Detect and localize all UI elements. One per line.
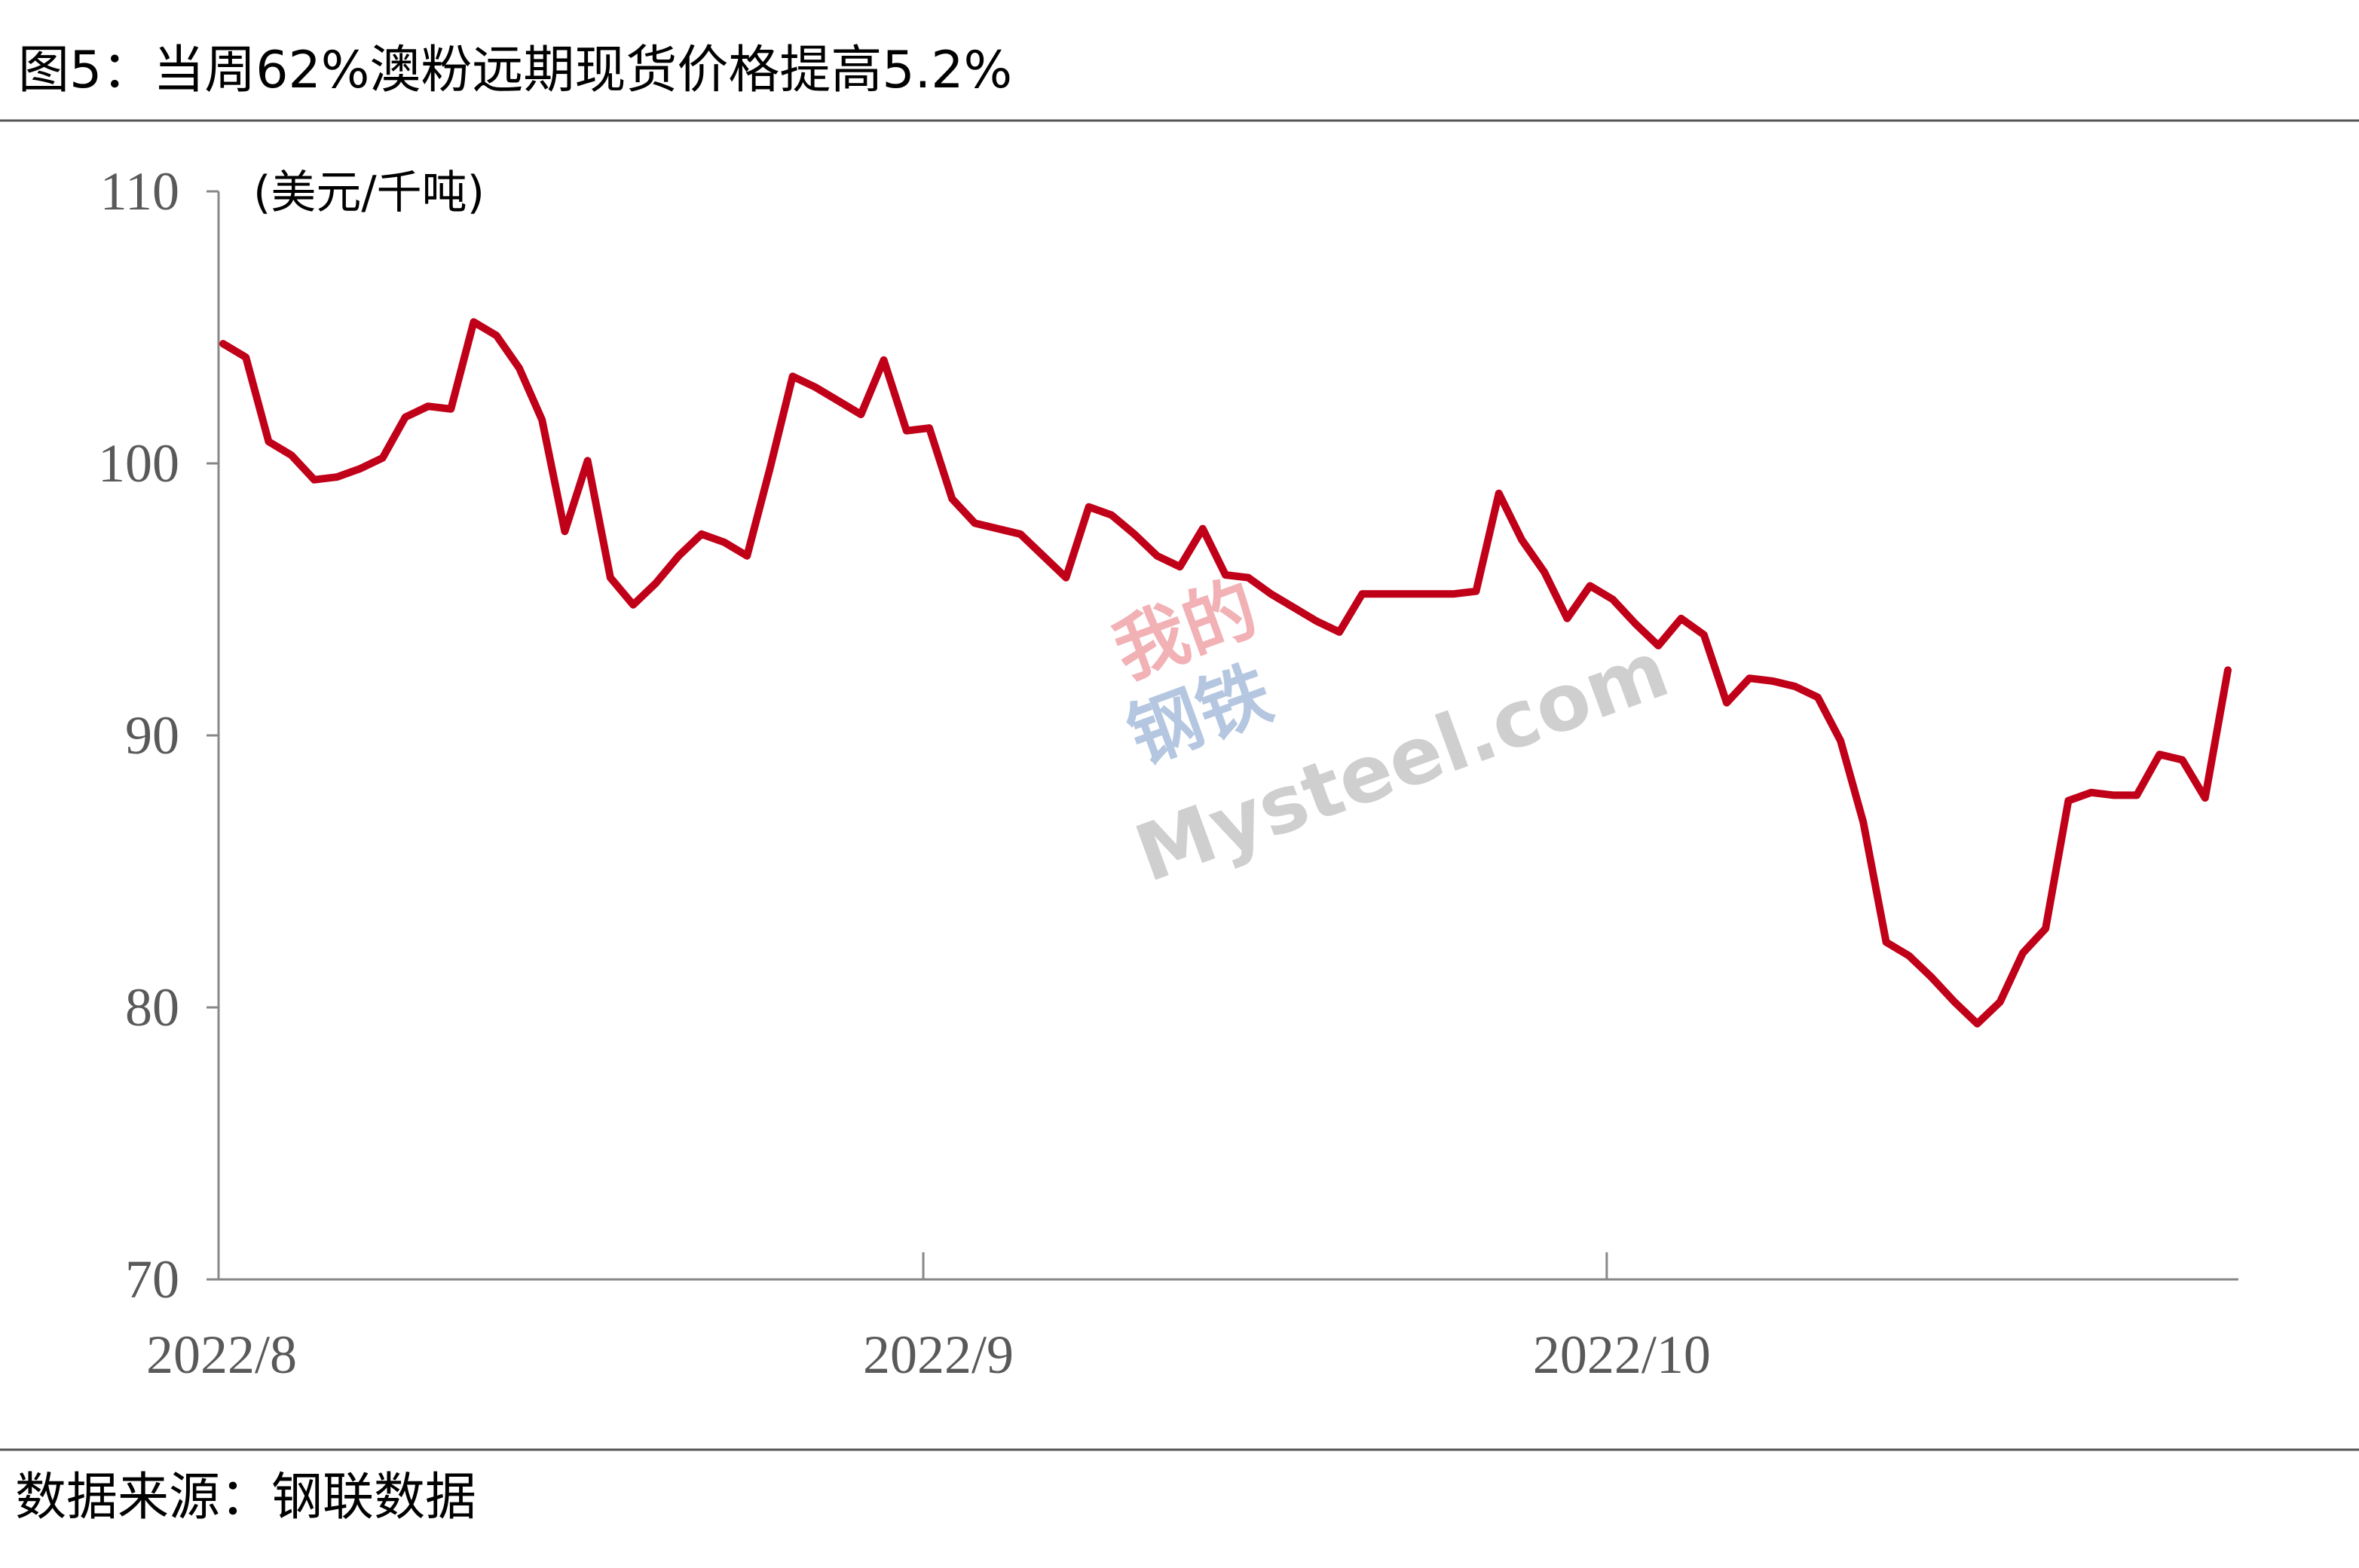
watermark: 我的 钢铁 Mysteel.com — [1103, 566, 1680, 900]
y-tick-label: 110 — [100, 161, 179, 222]
x-tick-label: 2022/9 — [863, 1325, 1014, 1385]
y-tick-label: 80 — [125, 977, 179, 1038]
y-axis-unit: (美元/千吨) — [253, 167, 485, 219]
x-tick-label: 2022/8 — [146, 1325, 297, 1385]
source: 数据来源：钢联数据 — [15, 1468, 476, 1527]
chart-title: 图5：当周62%澳粉远期现货价格提高5.2% — [18, 41, 1012, 100]
y-tick-label: 70 — [125, 1249, 179, 1310]
y-tick-label: 90 — [125, 705, 179, 766]
line-series — [219, 318, 2232, 1028]
y-tick-label: 100 — [98, 433, 179, 494]
x-tick-label: 2022/10 — [1533, 1325, 1711, 1385]
